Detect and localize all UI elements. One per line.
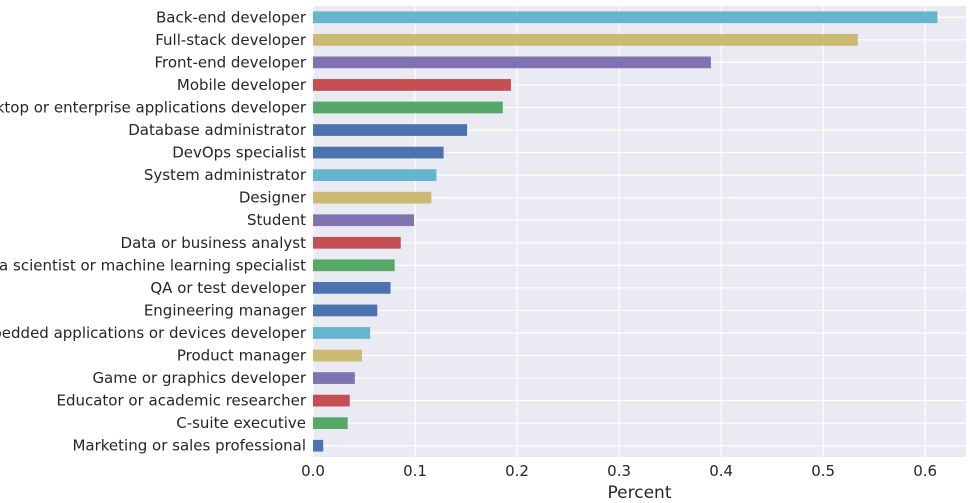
bar (313, 259, 395, 272)
bar (313, 417, 348, 430)
bar (313, 214, 415, 227)
x-tick-label: 0.5 (811, 462, 835, 480)
category-label: Data scientist or machine learning speci… (0, 256, 306, 274)
plot-area (313, 6, 966, 457)
category-label: Full-stack developer (155, 31, 307, 49)
bars (313, 11, 938, 452)
bar (313, 101, 503, 114)
category-label: Engineering manager (144, 301, 307, 319)
bar (313, 56, 711, 69)
bar (313, 79, 511, 91)
bar (313, 282, 391, 294)
bar (313, 439, 324, 452)
x-tick-label: 0.2 (505, 462, 529, 480)
category-labels: Back-end developer Full-stack developer Fr… (0, 8, 307, 454)
category-label: Embedded applications or devices develop… (0, 324, 307, 342)
category-label: Desktop or enterprise applications devel… (0, 98, 307, 116)
x-tick-label: 0.4 (709, 462, 733, 480)
category-label: Product manager (177, 347, 307, 365)
bar (313, 191, 432, 204)
bar (313, 124, 468, 136)
category-label: System administrator (144, 166, 307, 184)
x-tick-label: 0.3 (607, 462, 631, 480)
category-label: Front-end developer (155, 53, 307, 71)
bar (313, 372, 355, 384)
category-label: Mobile developer (177, 76, 307, 94)
category-label: C-suite executive (176, 414, 306, 432)
x-tick-labels: 0.0 0.1 0.2 0.3 0.4 0.5 0.6 (301, 462, 937, 480)
x-tick-label: 0.1 (403, 462, 427, 480)
bar (313, 33, 858, 46)
bar (313, 169, 437, 181)
x-tick-label: 0.6 (913, 462, 937, 480)
category-label: Database administrator (128, 121, 307, 139)
category-label: QA or test developer (150, 279, 306, 297)
bar (313, 236, 401, 249)
bar (313, 327, 371, 339)
bar (313, 11, 938, 24)
category-label: Back-end developer (156, 8, 307, 26)
category-label: Educator or academic researcher (56, 392, 306, 410)
bar (313, 304, 378, 317)
category-label: Data or business analyst (121, 234, 307, 252)
category-label: DevOps specialist (172, 144, 306, 162)
category-label: Marketing or sales professional (72, 437, 306, 455)
category-label: Student (247, 211, 306, 229)
category-label: Game or graphics developer (92, 369, 306, 387)
category-label: Designer (239, 189, 307, 207)
bar (313, 349, 362, 362)
bar (313, 146, 444, 159)
bar (313, 394, 350, 407)
x-tick-label: 0.0 (301, 462, 325, 480)
x-axis-label: Percent (608, 483, 672, 503)
